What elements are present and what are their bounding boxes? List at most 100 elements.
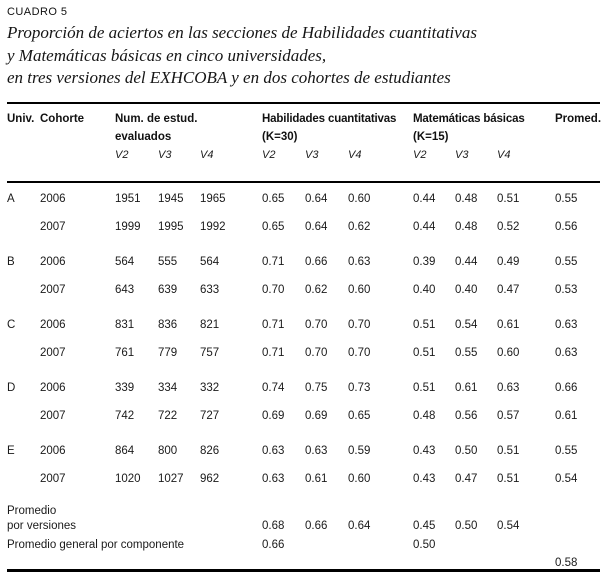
cell-mat-v3: 0.48 bbox=[455, 220, 478, 233]
table-row: B 2006 564 555 564 0.71 0.66 0.63 0.39 0… bbox=[0, 256, 603, 284]
cell-hab-v2: 0.63 bbox=[262, 444, 285, 457]
version-label: V2 bbox=[115, 148, 129, 161]
footer-mat-v2-avg: 0.45 bbox=[413, 519, 436, 532]
cell-num-v3: 555 bbox=[158, 255, 178, 268]
cell-mat-v4: 0.60 bbox=[497, 346, 520, 359]
cell-mat-v3: 0.50 bbox=[455, 444, 478, 457]
footer-label-general: Promedio general por componente bbox=[7, 538, 185, 551]
cell-num-v2: 564 bbox=[115, 255, 135, 268]
cell-hab-v4: 0.65 bbox=[348, 409, 371, 422]
cell-mat-v3: 0.56 bbox=[455, 409, 478, 422]
cell-num-v3: 639 bbox=[158, 283, 178, 296]
table-row: A 2006 1951 1945 1965 0.65 0.64 0.60 0.4… bbox=[0, 193, 603, 221]
cell-num-v3: 800 bbox=[158, 444, 178, 457]
footer-overall-avg: 0.58 bbox=[555, 556, 578, 569]
cell-num-v4: 564 bbox=[200, 255, 220, 268]
cell-hab-v3: 0.64 bbox=[305, 192, 328, 205]
cell-num-v3: 836 bbox=[158, 318, 178, 331]
cell-num-v3: 779 bbox=[158, 346, 178, 359]
cell-promed: 0.66 bbox=[555, 381, 578, 394]
header-cohorte: Cohorte bbox=[40, 112, 85, 125]
table-header: Univ. Cohorte Num. de estud. Habilidades… bbox=[0, 113, 603, 169]
cell-mat-v3: 0.47 bbox=[455, 472, 478, 485]
top-rule bbox=[7, 101, 600, 104]
table-footer: Promedio por versiones 0.68 0.66 0.64 0.… bbox=[0, 505, 603, 569]
cell-num-v2: 1951 bbox=[115, 192, 141, 205]
cell-promed: 0.63 bbox=[555, 318, 578, 331]
table-row: C 2006 831 836 821 0.71 0.70 0.70 0.51 0… bbox=[0, 319, 603, 347]
table-caption: CUADRO 5 Proporción de aciertos en las s… bbox=[0, 0, 603, 90]
table-row: 2007 761 779 757 0.71 0.70 0.70 0.51 0.5… bbox=[0, 347, 603, 375]
cell-promed: 0.55 bbox=[555, 255, 578, 268]
cell-cohorte: 2007 bbox=[40, 346, 66, 359]
cell-cohorte: 2007 bbox=[40, 220, 66, 233]
cell-hab-v4: 0.62 bbox=[348, 220, 371, 233]
footer-mat-v3-avg: 0.50 bbox=[455, 519, 478, 532]
cell-num-v4: 821 bbox=[200, 318, 220, 331]
cell-mat-v2: 0.44 bbox=[413, 220, 436, 233]
cell-hab-v2: 0.65 bbox=[262, 192, 285, 205]
header-k15: (K=15) bbox=[413, 130, 449, 143]
cell-cohorte: 2006 bbox=[40, 255, 66, 268]
footer-hab-general-avg: 0.66 bbox=[262, 538, 285, 551]
cell-mat-v3: 0.55 bbox=[455, 346, 478, 359]
footer-mat-general-avg: 0.50 bbox=[413, 538, 436, 551]
cell-cohorte: 2006 bbox=[40, 444, 66, 457]
cell-mat-v4: 0.49 bbox=[497, 255, 520, 268]
cell-univ: D bbox=[7, 381, 16, 394]
cell-mat-v4: 0.51 bbox=[497, 192, 520, 205]
cell-mat-v2: 0.51 bbox=[413, 318, 436, 331]
cell-promed: 0.63 bbox=[555, 346, 578, 359]
cell-cohorte: 2006 bbox=[40, 318, 66, 331]
cell-hab-v4: 0.60 bbox=[348, 192, 371, 205]
version-label: V4 bbox=[200, 148, 214, 161]
cell-hab-v4: 0.63 bbox=[348, 255, 371, 268]
table-row: D 2006 339 334 332 0.74 0.75 0.73 0.51 0… bbox=[0, 382, 603, 410]
cell-hab-v4: 0.60 bbox=[348, 283, 371, 296]
cell-hab-v3: 0.69 bbox=[305, 409, 328, 422]
cell-num-v4: 1992 bbox=[200, 220, 226, 233]
cell-hab-v2: 0.70 bbox=[262, 283, 285, 296]
cell-mat-v4: 0.51 bbox=[497, 472, 520, 485]
header-rule bbox=[7, 180, 600, 183]
cell-num-v2: 864 bbox=[115, 444, 135, 457]
cell-mat-v3: 0.48 bbox=[455, 192, 478, 205]
cell-promed: 0.53 bbox=[555, 283, 578, 296]
version-label: V3 bbox=[455, 148, 469, 161]
cell-univ: A bbox=[7, 192, 15, 205]
cell-hab-v3: 0.66 bbox=[305, 255, 328, 268]
cell-num-v3: 1945 bbox=[158, 192, 184, 205]
cell-num-v4: 727 bbox=[200, 409, 220, 422]
cell-hab-v4: 0.70 bbox=[348, 346, 371, 359]
cell-hab-v4: 0.60 bbox=[348, 472, 371, 485]
cell-univ: C bbox=[7, 318, 16, 331]
version-label: V4 bbox=[497, 148, 511, 161]
cell-promed: 0.61 bbox=[555, 409, 578, 422]
header-habilidades: Habilidades cuantitativas bbox=[262, 112, 397, 125]
footer-row-versiones: por versiones 0.68 0.66 0.64 0.45 0.50 0… bbox=[0, 520, 603, 535]
cell-num-v3: 1995 bbox=[158, 220, 184, 233]
table-row: E 2006 864 800 826 0.63 0.63 0.59 0.43 0… bbox=[0, 445, 603, 473]
cell-cohorte: 2007 bbox=[40, 472, 66, 485]
table-title: Proporción de aciertos en las secciones … bbox=[7, 22, 595, 90]
cell-cohorte: 2007 bbox=[40, 409, 66, 422]
version-label: V2 bbox=[413, 148, 427, 161]
footer-label-promedio: Promedio bbox=[7, 504, 57, 517]
cell-num-v2: 1020 bbox=[115, 472, 141, 485]
table-row: 2007 742 722 727 0.69 0.69 0.65 0.48 0.5… bbox=[0, 410, 603, 438]
cell-mat-v4: 0.57 bbox=[497, 409, 520, 422]
cell-hab-v2: 0.63 bbox=[262, 472, 285, 485]
cell-mat-v3: 0.44 bbox=[455, 255, 478, 268]
cell-hab-v2: 0.71 bbox=[262, 346, 285, 359]
table-body: A 2006 1951 1945 1965 0.65 0.64 0.60 0.4… bbox=[0, 183, 603, 501]
cell-num-v4: 332 bbox=[200, 381, 220, 394]
cell-promed: 0.55 bbox=[555, 444, 578, 457]
cell-hab-v2: 0.74 bbox=[262, 381, 285, 394]
cell-num-v4: 962 bbox=[200, 472, 220, 485]
cell-univ: E bbox=[7, 444, 15, 457]
cell-hab-v4: 0.70 bbox=[348, 318, 371, 331]
cell-mat-v2: 0.51 bbox=[413, 381, 436, 394]
cell-promed: 0.56 bbox=[555, 220, 578, 233]
version-label: V2 bbox=[262, 148, 276, 161]
table-row: 2007 1020 1027 962 0.63 0.61 0.60 0.43 0… bbox=[0, 473, 603, 501]
